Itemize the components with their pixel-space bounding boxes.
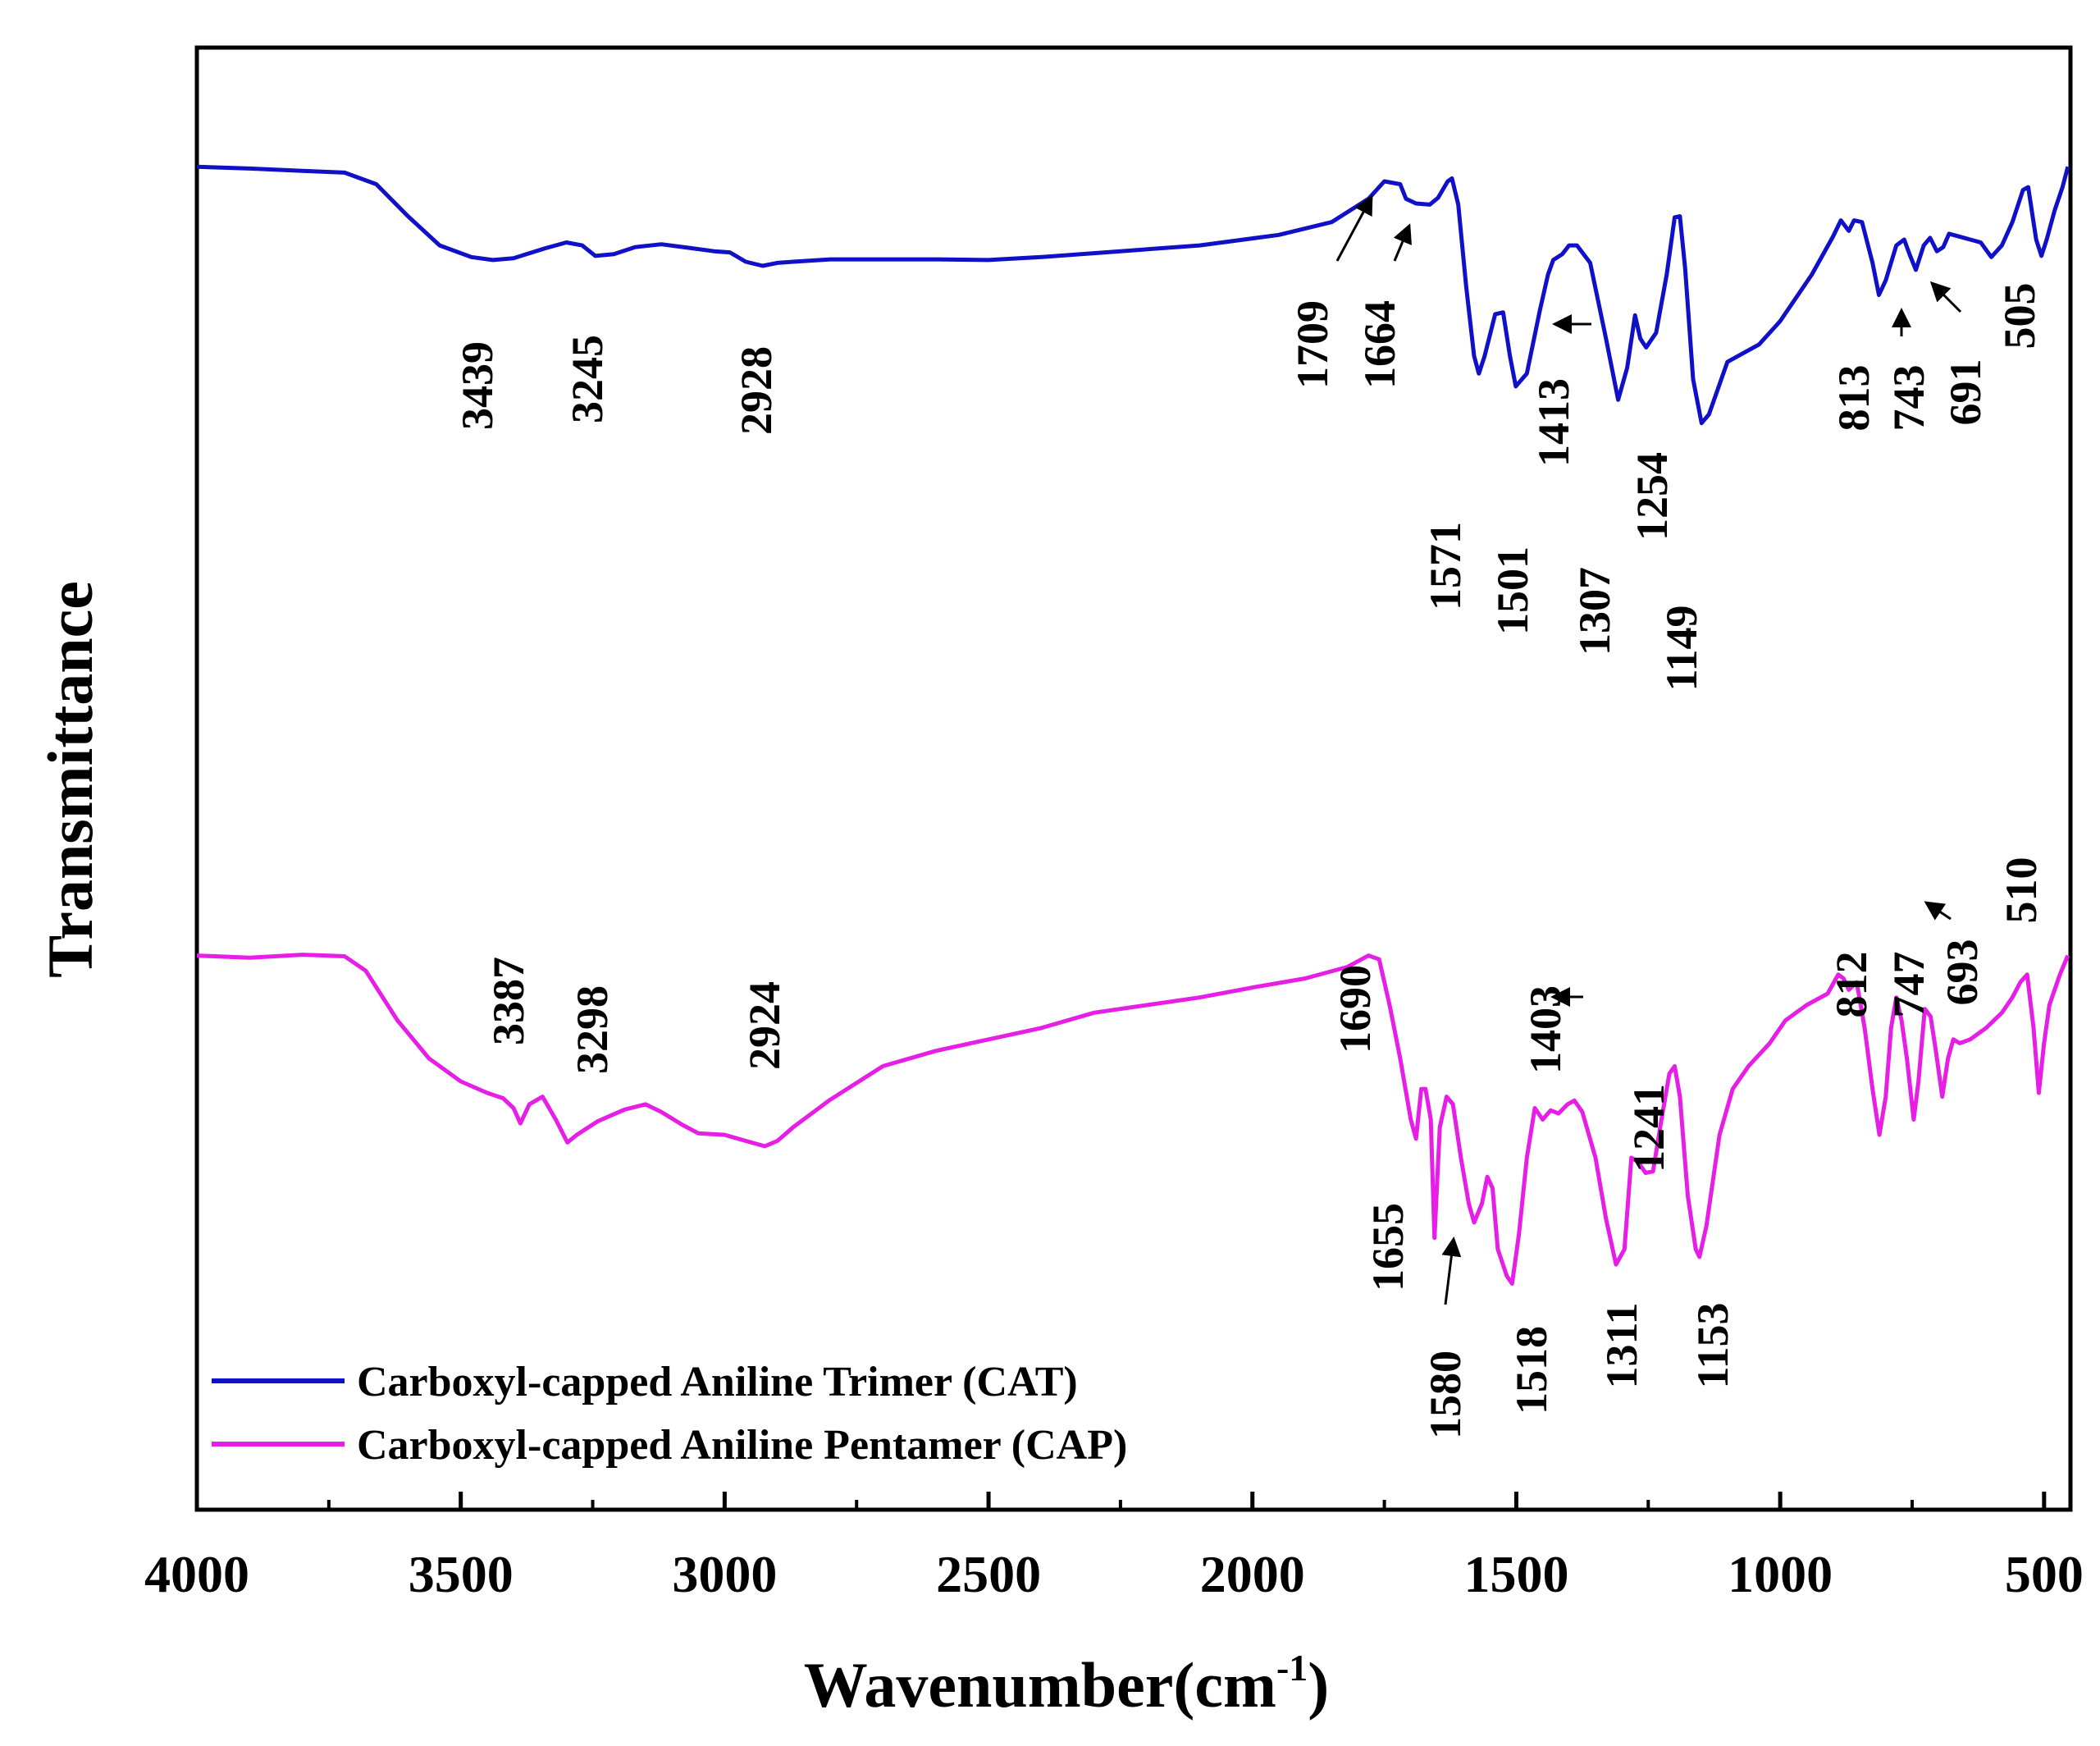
- cat-peak-label: 1307: [1570, 567, 1619, 656]
- x-axis-tick-labels: 4000 3500 3000 2500 2000 1500 1000 500: [144, 1545, 2084, 1603]
- cap-peak-label: 1153: [1688, 1302, 1737, 1388]
- x-tick-label: 3000: [672, 1545, 777, 1603]
- legend: Carboxyl-capped Aniline Trimer (CAT) Car…: [212, 1359, 1127, 1469]
- legend-label-cat: Carboxyl-capped Aniline Trimer (CAT): [357, 1359, 1078, 1405]
- x-axis-title-main: Wavenumber(cm: [804, 1649, 1276, 1721]
- cap-peak-label: 1655: [1363, 1203, 1413, 1291]
- cap-peak-label: 1311: [1597, 1302, 1646, 1388]
- cat-peak-label: 1254: [1628, 452, 1677, 541]
- x-axis-ticks: [194, 1492, 2047, 1510]
- series-line-cap: [196, 953, 2070, 1286]
- arrow-691: [1929, 281, 1962, 313]
- x-tick-label: 2500: [936, 1545, 1041, 1603]
- legend-label-cap: Carboxyl-capped Aniline Pentamer (CAP): [357, 1422, 1127, 1469]
- cat-peak-label: 1149: [1657, 605, 1706, 691]
- cap-peak-label: 510: [1997, 857, 2046, 924]
- cap-peak-label: 1403: [1521, 985, 1570, 1074]
- cat-peak-label: 813: [1829, 365, 1879, 432]
- cat-peak-label: 3439: [453, 341, 502, 430]
- cat-peak-label: 1709: [1288, 300, 1337, 389]
- cat-peak-label: 1413: [1529, 378, 1578, 467]
- cat-peak-labels: 3439 3245 2928 1709 1664 1571 1501 1413 …: [453, 283, 2044, 692]
- arrow-1664: [1393, 223, 1412, 262]
- cat-peak-label: 743: [1884, 365, 1933, 432]
- x-axis-title: Wavenumber(cm-1): [804, 1647, 1330, 1721]
- cat-peak-label: 1501: [1488, 546, 1537, 635]
- cap-peak-label: 1580: [1421, 1351, 1470, 1439]
- x-axis-title-sup: -1: [1276, 1647, 1308, 1689]
- arrow-1580: [1441, 1236, 1462, 1305]
- cap-peak-label: 3298: [568, 985, 617, 1074]
- cat-peak-label: 3245: [563, 335, 612, 423]
- peak-arrows: [1335, 194, 1962, 1305]
- cap-peak-labels: 3387 3298 2924 1690 1655 1580 1518 1403 …: [484, 857, 2046, 1440]
- arrow-693: [1924, 901, 1952, 921]
- cat-peak-label: 505: [1995, 283, 2044, 350]
- y-axis-title: Transmittance: [34, 581, 106, 978]
- cap-peak-label: 1690: [1331, 965, 1380, 1054]
- x-tick-label: 2000: [1200, 1545, 1305, 1603]
- cap-peak-label: 693: [1938, 939, 1987, 1006]
- cap-peak-label: 1241: [1624, 1084, 1673, 1172]
- cap-peak-label: 812: [1827, 952, 1876, 1018]
- x-axis-title-close: ): [1308, 1649, 1329, 1721]
- x-tick-label: 4000: [144, 1545, 249, 1603]
- x-tick-label: 1000: [1728, 1545, 1833, 1603]
- cap-peak-label: 3387: [484, 957, 533, 1045]
- cap-peak-label: 1518: [1507, 1326, 1556, 1415]
- cap-peak-label: 2924: [740, 981, 789, 1070]
- arrow-1709: [1335, 194, 1373, 262]
- series-layer: [196, 164, 2070, 1286]
- x-tick-label: 1500: [1463, 1545, 1568, 1603]
- x-tick-label: 3500: [409, 1545, 514, 1603]
- cap-peak-label: 747: [1884, 952, 1933, 1018]
- plot-frame: [194, 45, 2073, 1512]
- x-tick-label: 500: [2005, 1545, 2084, 1603]
- cat-peak-label: 1571: [1421, 522, 1470, 610]
- cat-peak-label: 1664: [1355, 300, 1404, 389]
- cat-peak-label: 691: [1941, 359, 1990, 426]
- cat-peak-label: 2928: [732, 346, 781, 435]
- series-line-cat: [196, 164, 2070, 426]
